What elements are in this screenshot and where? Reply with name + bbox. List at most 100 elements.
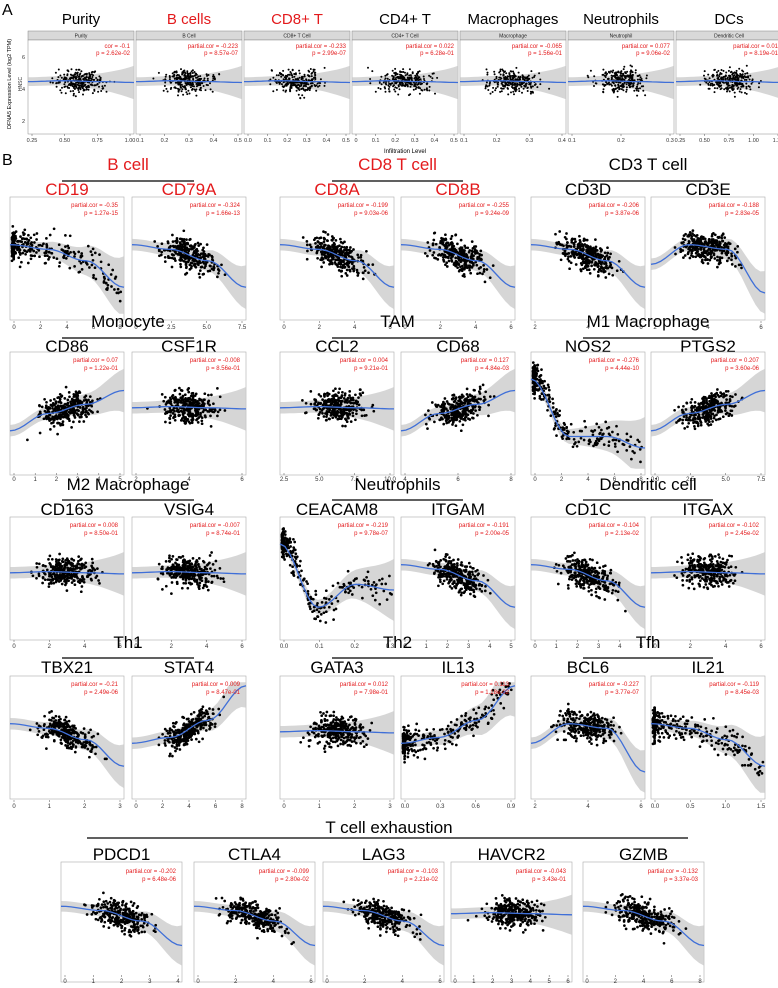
data-point <box>616 90 619 93</box>
data-point <box>290 72 293 75</box>
x-tick-label: 0.25 <box>675 138 686 144</box>
data-point <box>82 93 84 96</box>
data-point <box>190 414 194 418</box>
data-point <box>44 404 48 408</box>
data-point <box>67 391 71 394</box>
data-point <box>723 75 726 78</box>
panel-a-y-tick-label: 4 <box>22 87 25 93</box>
data-point <box>738 75 741 77</box>
data-point <box>178 392 182 396</box>
data-point <box>680 241 684 245</box>
data-point <box>87 85 90 88</box>
stat-p: p = 2.83e-05 <box>725 211 760 217</box>
data-point <box>352 408 355 411</box>
data-point <box>442 253 446 257</box>
stat-cor: partial.cor = 0.022 <box>406 44 455 50</box>
data-point <box>459 238 463 242</box>
data-point <box>645 77 648 80</box>
data-point <box>460 250 463 254</box>
data-point <box>518 87 521 90</box>
data-point <box>733 91 736 94</box>
data-point <box>355 412 358 416</box>
data-point <box>382 81 385 84</box>
data-point <box>297 93 300 96</box>
data-point <box>73 252 77 256</box>
data-point <box>522 87 525 90</box>
data-point <box>176 401 180 404</box>
data-point <box>745 64 748 67</box>
data-point <box>24 252 27 256</box>
data-point <box>394 73 397 76</box>
data-point <box>51 77 54 80</box>
data-point <box>355 409 358 412</box>
data-point <box>496 85 499 88</box>
data-point <box>90 263 94 267</box>
data-point <box>602 270 606 274</box>
data-point <box>337 397 340 401</box>
data-point <box>493 70 496 73</box>
data-point <box>439 239 443 243</box>
data-point <box>426 241 430 244</box>
data-point <box>32 249 36 253</box>
data-point <box>318 407 322 411</box>
data-point <box>420 89 423 91</box>
data-point <box>334 262 338 266</box>
data-point <box>32 233 36 237</box>
data-point <box>477 405 481 409</box>
data-point <box>369 82 372 85</box>
data-point <box>212 75 214 78</box>
data-point <box>339 263 343 266</box>
facet-strip-label: Neutrophil <box>610 34 633 40</box>
data-point <box>708 77 711 80</box>
data-point <box>479 266 483 269</box>
data-point <box>388 90 391 93</box>
data-point <box>707 83 710 86</box>
data-point <box>190 70 193 73</box>
data-point <box>619 72 622 75</box>
data-point <box>594 263 598 267</box>
data-point <box>496 82 499 85</box>
data-point <box>482 270 486 273</box>
data-point <box>606 256 610 260</box>
data-point <box>328 399 331 403</box>
data-point <box>194 90 197 92</box>
data-point <box>625 90 628 93</box>
data-point <box>72 92 75 95</box>
cell-type-label: CD3 T cell <box>609 155 688 174</box>
data-point <box>90 73 93 76</box>
data-point <box>177 88 180 91</box>
data-point <box>198 276 202 279</box>
data-point <box>280 83 283 86</box>
data-point <box>68 234 72 238</box>
data-point <box>566 257 570 261</box>
data-point <box>742 70 745 73</box>
data-point <box>118 299 122 303</box>
data-point <box>288 81 291 84</box>
data-point <box>559 258 563 262</box>
data-point <box>687 240 691 244</box>
data-point <box>436 76 439 79</box>
data-point <box>59 413 63 417</box>
data-point <box>86 244 90 248</box>
data-point <box>636 94 639 97</box>
data-point <box>82 420 86 423</box>
data-point <box>170 265 174 269</box>
data-point <box>206 84 209 87</box>
data-point <box>295 84 298 87</box>
data-point <box>486 73 489 76</box>
data-point <box>620 88 623 91</box>
data-point <box>89 250 93 253</box>
data-point <box>622 68 625 71</box>
data-point <box>725 87 728 89</box>
data-point <box>208 253 211 257</box>
cell-type-label: TAM <box>380 312 415 331</box>
data-point <box>293 73 296 75</box>
panel-a-title: Purity <box>62 11 101 28</box>
data-point <box>603 251 607 255</box>
data-point <box>278 81 280 84</box>
x-tick-label: 0.3 <box>303 138 311 144</box>
data-point <box>338 244 341 248</box>
data-point <box>454 233 457 237</box>
